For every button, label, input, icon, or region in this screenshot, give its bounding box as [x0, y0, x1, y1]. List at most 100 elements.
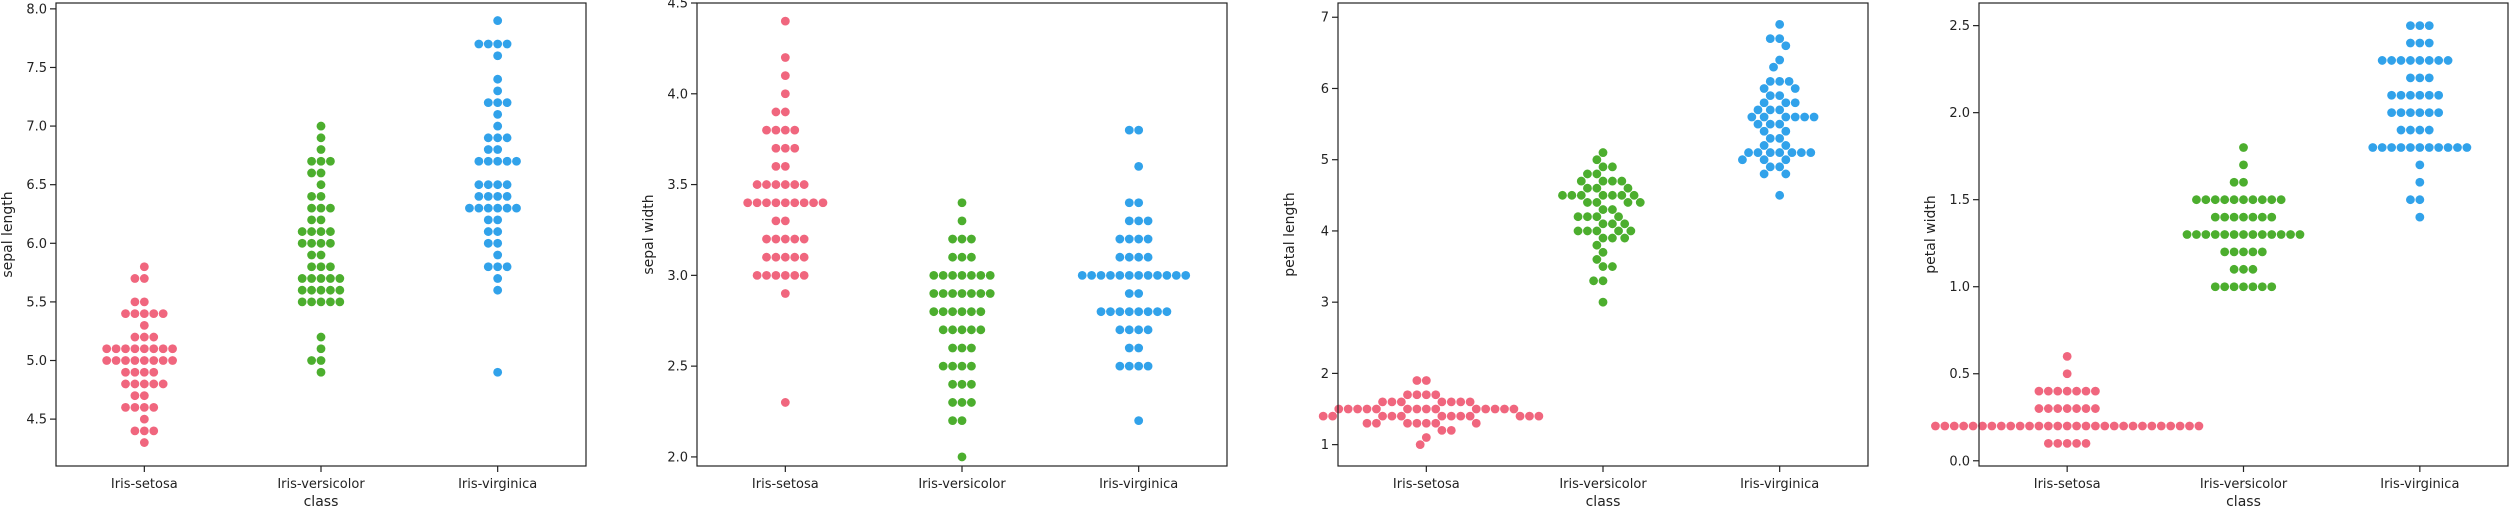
data-point: [2248, 247, 2258, 257]
data-point: [2415, 21, 2425, 31]
data-point: [130, 332, 140, 342]
data-point: [976, 307, 986, 317]
data-point: [1738, 155, 1747, 165]
data-point: [307, 227, 316, 236]
data-point: [297, 238, 307, 248]
data-point: [2239, 282, 2248, 292]
data-point: [1765, 91, 1775, 100]
data-point: [1635, 198, 1645, 207]
data-point: [1465, 397, 1475, 407]
data-point: [2406, 143, 2415, 152]
y-tick-label: 5.5: [26, 295, 47, 310]
data-point: [1134, 289, 1144, 298]
data-point: [2043, 386, 2053, 396]
data-point: [158, 379, 168, 389]
data-point: [493, 203, 503, 213]
data-point: [121, 344, 130, 354]
data-point: [2415, 143, 2425, 152]
data-point: [2239, 160, 2248, 170]
series-iris-setosa: [1318, 376, 1544, 450]
data-point: [483, 227, 493, 236]
data-point: [493, 285, 503, 295]
data-point: [102, 356, 112, 365]
data-point: [121, 379, 130, 389]
data-point: [1765, 34, 1775, 44]
data-point: [780, 398, 790, 407]
y-axis-label: sepal width: [641, 194, 657, 274]
data-point: [1608, 233, 1617, 243]
data-point: [139, 414, 149, 424]
data-point: [1996, 421, 2006, 431]
data-point: [771, 107, 781, 117]
data-point: [335, 297, 345, 307]
data-point: [2192, 195, 2201, 205]
data-point: [1608, 162, 1617, 172]
data-point: [2091, 404, 2100, 413]
data-point: [957, 325, 967, 335]
data-point: [2119, 421, 2129, 431]
data-point: [938, 270, 948, 280]
data-point: [2239, 212, 2248, 222]
data-point: [2034, 404, 2044, 413]
data-point: [1421, 404, 1431, 414]
data-point: [1124, 325, 1134, 335]
data-point: [780, 89, 790, 99]
data-point: [307, 250, 316, 260]
data-point: [2229, 177, 2239, 187]
data-point: [1775, 19, 1785, 29]
data-point: [2062, 438, 2072, 448]
data-point: [1608, 205, 1617, 214]
data-point: [1525, 411, 1534, 421]
data-point: [483, 98, 493, 108]
data-point: [2081, 421, 2091, 431]
data-point: [790, 125, 800, 135]
data-point: [483, 203, 493, 213]
data-point: [493, 262, 503, 272]
data-point: [1940, 421, 1950, 431]
data-point: [1431, 404, 1441, 414]
data-point: [316, 332, 326, 342]
data-point: [780, 107, 790, 117]
data-point: [316, 262, 326, 272]
data-point: [1598, 247, 1608, 257]
data-point: [1747, 112, 1757, 122]
data-point: [168, 344, 177, 354]
data-point: [502, 262, 512, 272]
data-point: [2257, 282, 2267, 292]
data-point: [1558, 190, 1567, 200]
data-point: [948, 270, 957, 280]
data-point: [1334, 404, 1344, 414]
data-point: [2229, 247, 2239, 257]
data-point: [743, 198, 753, 208]
data-point: [474, 180, 484, 190]
data-point: [1775, 133, 1785, 143]
data-point: [483, 133, 493, 143]
series-iris-versicolor: [1558, 148, 1645, 307]
data-point: [2072, 438, 2081, 448]
data-point: [130, 426, 140, 436]
data-point: [2156, 421, 2166, 431]
data-point: [2387, 90, 2397, 100]
series-iris-setosa: [743, 16, 828, 407]
data-point: [493, 74, 503, 84]
data-point: [1765, 105, 1775, 115]
data-point: [2081, 438, 2091, 448]
data-point: [780, 53, 790, 62]
data-point: [957, 343, 967, 353]
y-tick-label: 6.0: [26, 237, 47, 252]
data-point: [2462, 143, 2472, 152]
data-point: [493, 133, 503, 143]
data-point: [139, 402, 149, 412]
data-point: [307, 238, 316, 248]
data-point: [1959, 421, 1969, 431]
data-point: [2434, 108, 2444, 118]
data-point: [139, 320, 149, 330]
data-point: [139, 309, 149, 319]
data-point: [1608, 176, 1617, 186]
x-axis-label: class: [304, 494, 339, 508]
data-point: [799, 180, 809, 189]
data-point: [1456, 411, 1466, 421]
x-tick-label: Iris-versicolor: [277, 477, 365, 492]
data-point: [1753, 105, 1763, 115]
data-point: [2267, 282, 2277, 292]
